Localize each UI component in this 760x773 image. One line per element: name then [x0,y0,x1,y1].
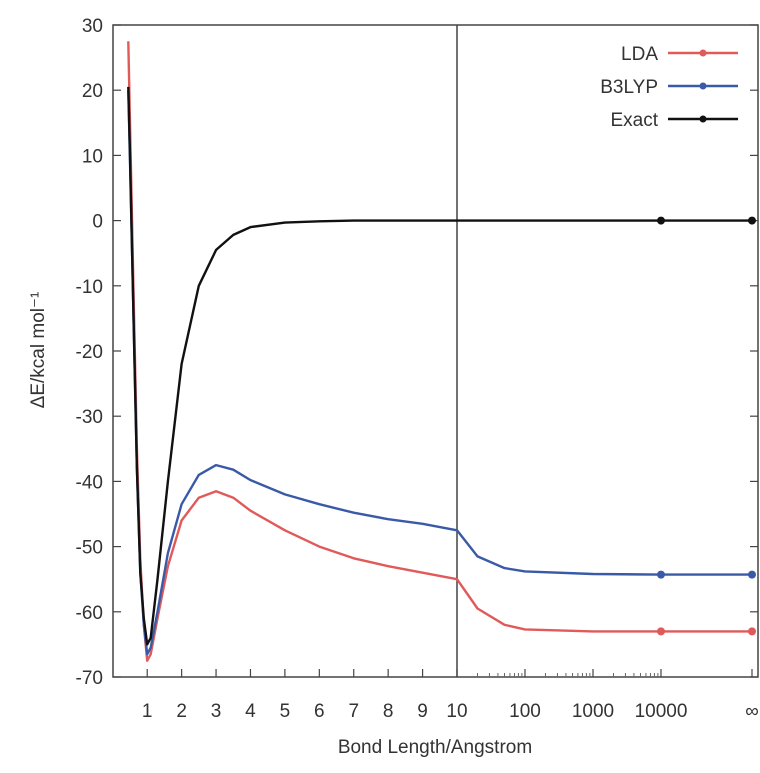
y-tick-label: 30 [82,16,103,37]
series-b3lyp [127,90,756,656]
legend-label: Exact [610,110,658,131]
series-exact [127,86,756,646]
x-tick-label: 3 [211,701,222,722]
y-tick-label: -10 [76,277,103,298]
legend-label: LDA [621,44,658,65]
y-tick-label: -40 [76,472,103,493]
x-tick-label: 2 [176,701,187,722]
y-tick-label: 20 [82,81,103,102]
series-group [127,41,756,662]
x-axis: 1 2 3 4 5 6 7 8 9 10 100 1000 10000 ∞ [142,669,759,722]
y-tick-label: -70 [76,668,103,689]
data-point [748,216,756,225]
y-axis-title: ΔE/kcal mol⁻¹ [28,292,49,409]
x-tick-label: ∞ [745,701,759,722]
legend-swatch-marker [699,115,707,123]
x-tick-label: 7 [348,701,359,722]
x-tick-label: 6 [314,701,325,722]
data-point [748,570,756,579]
x-tick-label: 9 [417,701,428,722]
x-tick-label: 100 [509,701,541,722]
x-tick-label: 10000 [635,701,688,722]
x-axis-title: Bond Length/Angstrom [338,737,532,758]
data-point [748,627,756,636]
x-tick-label: 5 [280,701,291,722]
x-tick-label: 8 [383,701,394,722]
legend: LDA B3LYP Exact [600,44,738,131]
data-point [657,627,665,636]
y-axis: 30 20 10 0 -10 -20 -30 -40 -50 -60 -70 [76,16,758,689]
data-point [657,216,665,225]
x-tick-label: 4 [245,701,256,722]
x-tick-label: 10 [446,701,467,722]
y-tick-label: 10 [82,146,103,167]
x-tick-label: 1000 [572,701,614,722]
x-tick-label: 1 [142,701,153,722]
y-tick-label: -50 [76,538,103,559]
series-lda [127,41,756,662]
legend-swatch-marker [699,82,707,90]
plot-frame [112,24,759,678]
series-line-exact [127,86,752,646]
y-tick-label: 0 [92,212,103,233]
y-tick-label: -20 [76,342,103,363]
legend-label: B3LYP [600,77,658,98]
y-tick-label: -30 [76,407,103,428]
y-tick-label: -60 [76,603,103,624]
legend-swatch-marker [699,49,707,57]
series-line-lda [127,41,752,662]
data-point [657,570,665,579]
series-line-b3lyp [127,90,752,656]
